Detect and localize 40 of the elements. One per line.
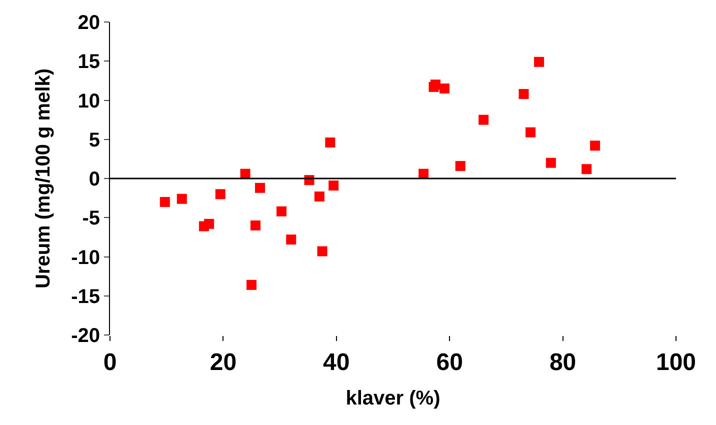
- point: [176, 194, 187, 204]
- y-tick-label: -20: [71, 325, 100, 347]
- y-tick-label: 20: [78, 12, 100, 34]
- y-tick-label: 5: [88, 129, 100, 152]
- point: [286, 234, 296, 245]
- point: [325, 138, 336, 148]
- x-tick-label: 20: [210, 348, 237, 376]
- point: [590, 140, 600, 151]
- y-tick-label: -10: [71, 246, 100, 269]
- point: [314, 192, 324, 202]
- x-tick-label: 100: [656, 348, 696, 376]
- y-tick-label: 10: [78, 90, 100, 112]
- x-axis-title: klaver (%): [346, 387, 440, 410]
- point: [240, 168, 250, 179]
- point: [478, 114, 489, 125]
- x-tick-label: 60: [436, 348, 463, 376]
- point: [455, 160, 466, 171]
- point: [254, 182, 265, 193]
- y-tick-label: -15: [71, 286, 100, 308]
- y-tick-label: 0: [88, 168, 100, 190]
- point: [518, 88, 529, 99]
- point: [582, 164, 592, 174]
- point: [534, 56, 544, 67]
- y-tick-label: 15: [78, 51, 100, 74]
- point: [328, 180, 339, 191]
- point: [204, 218, 214, 229]
- y-tick-label: -5: [82, 208, 100, 230]
- point: [250, 220, 260, 230]
- point: [317, 246, 328, 256]
- point: [246, 280, 256, 290]
- point: [418, 168, 429, 179]
- point: [276, 206, 286, 216]
- x-tick-label: 80: [549, 348, 576, 376]
- point: [546, 158, 556, 168]
- x-tick-label: 40: [323, 348, 350, 376]
- point: [526, 127, 536, 138]
- point: [215, 189, 226, 200]
- point: [440, 84, 450, 94]
- y-axis-title: Ureum (mg/100 g melk): [32, 68, 55, 289]
- point: [160, 196, 170, 207]
